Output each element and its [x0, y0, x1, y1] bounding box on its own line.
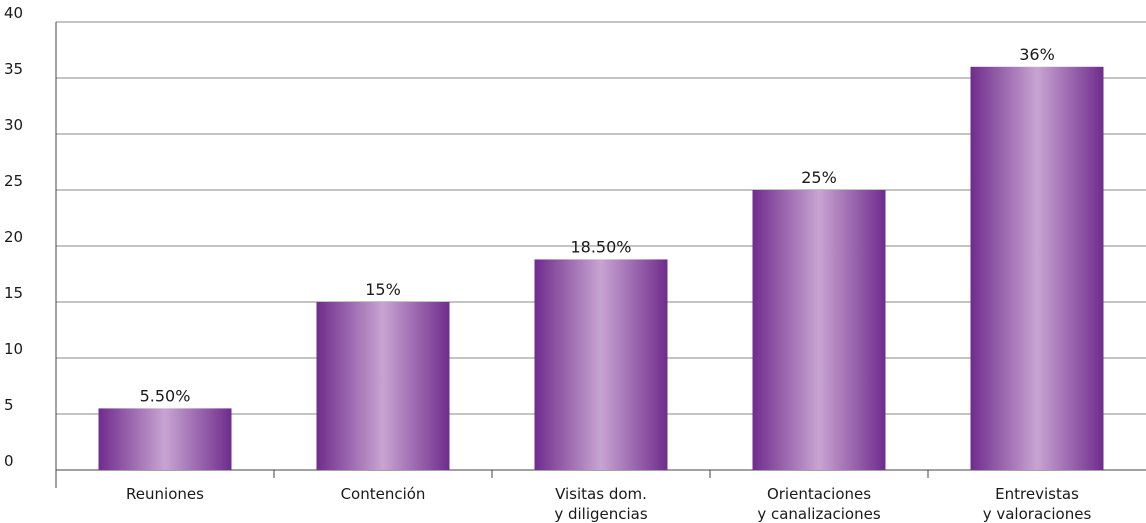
y-tick-label: 5 — [4, 396, 14, 414]
y-tick-label: 35 — [4, 60, 23, 78]
y-tick-label: 40 — [4, 4, 23, 22]
data-label: 18.50% — [570, 237, 631, 256]
category-label: Reuniones — [126, 485, 204, 503]
category-label: Contención — [341, 485, 426, 503]
bar — [316, 302, 450, 470]
data-label: 36% — [1019, 45, 1055, 64]
y-tick-label: 30 — [4, 116, 23, 134]
category-label: Entrevistas y valoraciones — [983, 485, 1092, 523]
y-tick-label: 25 — [4, 172, 23, 190]
bar — [534, 259, 668, 470]
y-tick-label: 20 — [4, 228, 23, 246]
bar — [970, 66, 1104, 471]
y-tick-label: 0 — [4, 452, 14, 470]
bar-layer — [98, 66, 1104, 471]
data-label: 15% — [365, 280, 401, 299]
bar — [98, 408, 232, 470]
y-tick-label: 10 — [4, 340, 23, 358]
bar — [752, 190, 886, 470]
y-tick-label: 15 — [4, 284, 23, 302]
category-label: Orientaciones y canalizaciones — [757, 485, 881, 523]
data-label: 5.50% — [140, 386, 191, 405]
data-label: 25% — [801, 168, 837, 187]
category-label: Visitas dom. y diligencias — [554, 485, 648, 523]
label-layer: 5.50% Reuniones 15% Contención 18.50% Visitas… — [126, 45, 1091, 523]
